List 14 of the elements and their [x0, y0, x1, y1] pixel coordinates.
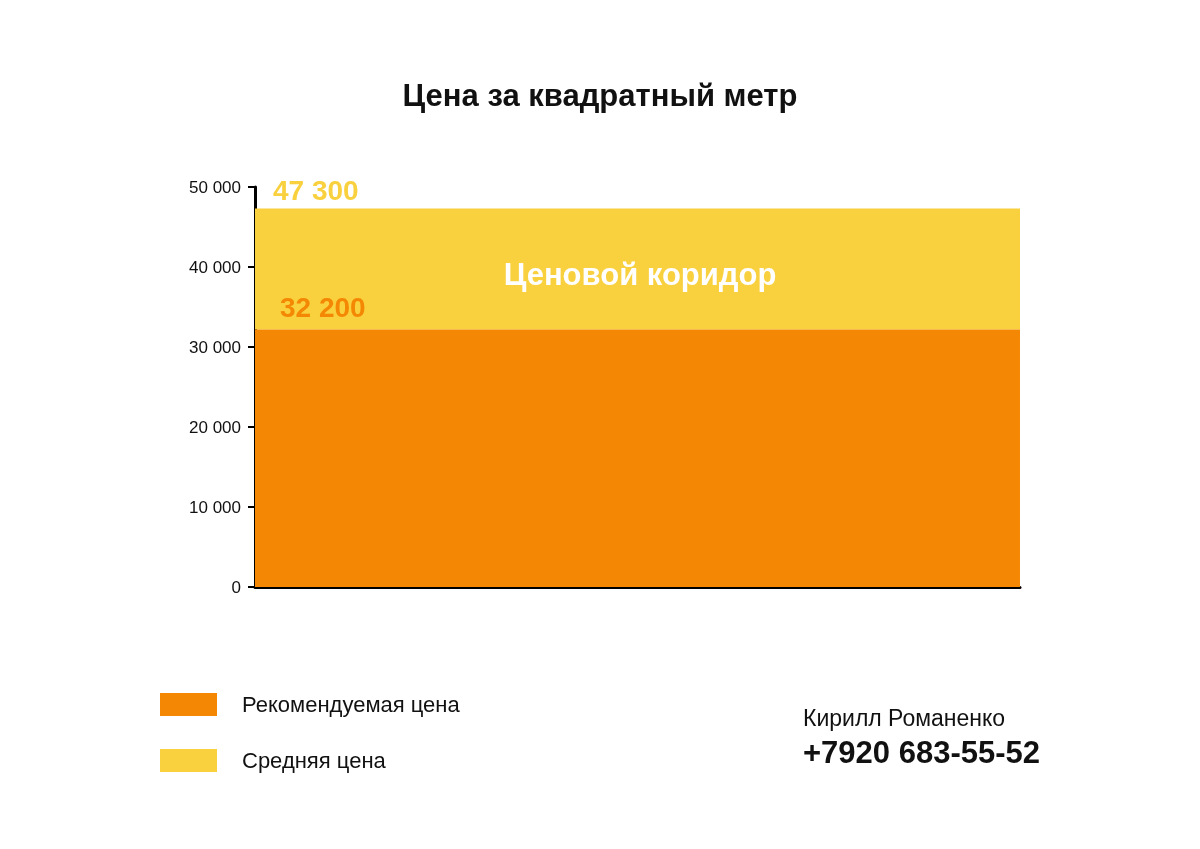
legend-label: Средняя цена — [242, 748, 387, 773]
y-tick-label: 40 000 — [189, 257, 241, 277]
data-label: 32 200 — [280, 291, 366, 323]
text: Кирилл Романенко — [803, 705, 1006, 731]
legend-label: Рекомендуемая цена — [242, 692, 461, 717]
total-label: 47 300 — [273, 175, 359, 207]
y-tick-label: 20 000 — [189, 417, 241, 437]
y-tick-label: 50 000 — [189, 177, 241, 197]
y-tick-label: 30 000 — [189, 337, 241, 357]
annotation: Ценовой коридор — [503, 256, 777, 292]
text: +7920 683-55-52 — [803, 734, 1041, 770]
y-tick-label: 0 — [231, 577, 241, 597]
chart-title: Цена за квадратный метр — [402, 78, 798, 113]
y-tick-label: 10 000 — [189, 497, 241, 517]
